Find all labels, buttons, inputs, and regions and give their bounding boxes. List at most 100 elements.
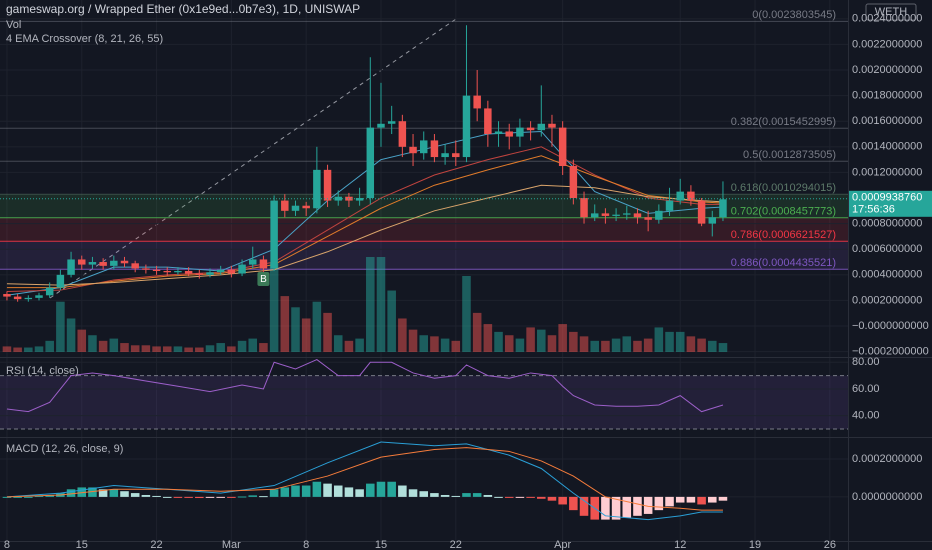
plot-layer: 8 15 22 Mar 8 15 22 Apr 12 19 26 0(0.0023803545) 0.3… <box>0 0 848 550</box>
candle-body <box>56 274 65 288</box>
candle-body <box>462 95 471 158</box>
candle-body <box>227 269 236 274</box>
volume-bar <box>323 312 332 352</box>
volume-bar <box>120 343 129 352</box>
histogram-bar <box>547 496 557 501</box>
y-tick-label: 0.0008000000 <box>852 218 922 230</box>
candle-body <box>78 259 86 265</box>
indicator-line <box>6 447 723 511</box>
price-label: 0.0009938760 <box>852 192 922 204</box>
histogram-bar <box>483 494 493 497</box>
volume-bar <box>24 347 33 352</box>
histogram-bar <box>537 496 546 499</box>
histogram-bar <box>440 494 450 497</box>
candle-body <box>302 205 310 209</box>
fib-label: 0.382(0.0015452995) <box>731 116 836 128</box>
candle-body <box>590 213 599 218</box>
candle-body <box>45 287 54 296</box>
histogram-bar <box>654 496 664 511</box>
histogram-bar <box>387 481 396 497</box>
currency-box[interactable] <box>865 3 917 21</box>
y-tick-label: 0.0012000000 <box>852 166 922 178</box>
histogram-bar <box>141 494 151 497</box>
histogram-bar <box>451 495 461 497</box>
volume-bar <box>483 324 493 352</box>
volume-bar <box>590 340 599 352</box>
candle-body <box>366 127 375 199</box>
volume-bar <box>13 347 22 352</box>
histogram-bar <box>611 496 621 520</box>
volume-bar <box>205 345 215 352</box>
candle-body <box>355 198 364 201</box>
fib-label: 0.5(0.0012873505) <box>743 149 836 161</box>
volume-bar <box>269 262 279 352</box>
histogram-bar <box>526 496 535 498</box>
histogram-bar <box>515 496 525 498</box>
volume-bar <box>526 327 535 352</box>
y-tick-label: 60.00 <box>852 383 880 395</box>
candle-body <box>623 213 631 215</box>
volume-bar <box>408 329 418 352</box>
volume-bar <box>430 336 439 352</box>
candle-body <box>633 213 642 218</box>
histogram-bar <box>622 496 632 518</box>
y-tick-label: 0.0022000000 <box>852 38 922 50</box>
histogram-bar <box>130 493 140 497</box>
histogram-bar <box>697 496 706 505</box>
volume-bar <box>280 296 290 352</box>
candle-body <box>313 169 321 209</box>
volume-bar <box>537 329 546 352</box>
volume-bar <box>708 340 717 352</box>
candle-body <box>687 191 695 201</box>
volume-bar <box>312 301 322 352</box>
countdown: 17:56:36 <box>852 204 895 216</box>
volume-bar <box>686 336 696 352</box>
fib-label: 0.702(0.0008457773) <box>731 206 836 218</box>
x-tick-label: 15 <box>76 539 88 550</box>
volume-bar <box>248 338 258 352</box>
histogram-bar <box>24 496 33 498</box>
x-tick-label: 26 <box>824 539 836 550</box>
candle-body <box>110 260 118 266</box>
volume-bar <box>98 340 108 352</box>
y-tick-label: 0.0002000000 <box>852 453 922 465</box>
histogram-bar <box>291 485 300 497</box>
histogram-bar <box>494 496 503 498</box>
volume-label: Vol <box>6 19 21 31</box>
y-tick-label: 0.0004000000 <box>852 269 922 281</box>
volume-bar <box>216 343 225 352</box>
fib-label: 0.886(0.0004435521) <box>731 257 836 269</box>
volume-bar <box>515 338 525 352</box>
candle-body <box>665 200 674 211</box>
fib-label: 0(0.0023803545) <box>752 9 836 21</box>
volume-bar <box>162 346 172 352</box>
histogram-bar <box>344 487 354 497</box>
volume-bar <box>237 340 247 352</box>
fib-zone <box>0 241 848 270</box>
volume-bar <box>611 338 621 352</box>
candle-body <box>195 273 204 275</box>
candle-body <box>259 259 268 269</box>
histogram-bar <box>408 489 418 497</box>
histogram-bar <box>366 483 375 497</box>
candle-body <box>473 95 481 109</box>
candle-body <box>430 140 439 158</box>
candle-body <box>505 131 513 137</box>
histogram-bar <box>195 496 204 499</box>
candle-body <box>484 108 492 135</box>
histogram-bar <box>216 496 225 498</box>
volume-bar <box>88 335 97 352</box>
indicator-line <box>6 146 723 292</box>
candle-body <box>719 199 727 218</box>
histogram-bar <box>13 496 22 498</box>
histogram-bar <box>88 487 97 497</box>
signal-marker: B <box>260 274 267 285</box>
candle-body <box>216 269 225 273</box>
volume-bar <box>387 290 396 352</box>
candle-body <box>152 269 161 271</box>
currency[interactable]: WETH <box>875 6 907 18</box>
x-tick-label: 15 <box>375 539 387 550</box>
volume-bar <box>152 346 161 352</box>
x-tick-label: 19 <box>749 539 761 550</box>
y-tick-label: 0.0024000000 <box>852 13 922 25</box>
